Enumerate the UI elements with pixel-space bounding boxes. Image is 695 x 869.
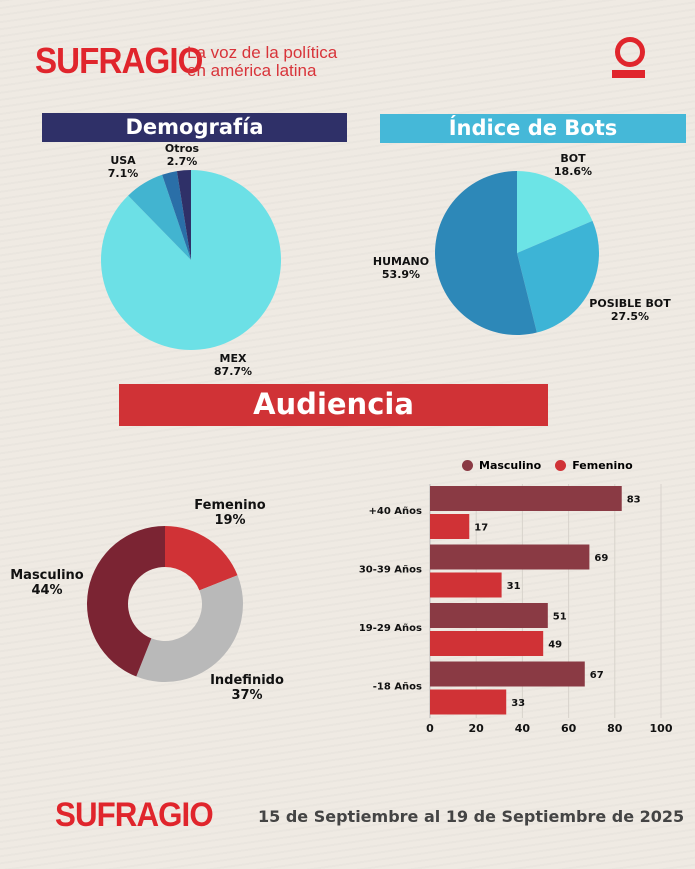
slice-masculino (86, 526, 165, 677)
bar-legend: Masculino Femenino (462, 459, 633, 472)
y-category-label: 30-39 Años (359, 565, 422, 576)
date-range: 15 de Septiembre al 19 de Septiembre de … (258, 807, 685, 826)
x-tick-label: 0 (426, 722, 434, 735)
bar-value-label: 17 (474, 523, 488, 534)
slice-otros (162, 171, 191, 260)
x-tick-label: 80 (607, 722, 623, 735)
audiencia-donut (86, 526, 244, 683)
slice-femenino (165, 526, 238, 591)
bots-banner: Índice de Bots (380, 114, 686, 143)
legend-femenino: Femenino (555, 459, 633, 472)
age-bar-chart: 0 20 40 60 80 100 +40 Años 83 17 30-39 Años 69 31 19… (359, 484, 673, 735)
label-humano: HUMANO 53.9% (372, 255, 430, 281)
y-category-label: +40 Años (369, 506, 423, 517)
y-category-label: -18 Años (373, 682, 422, 693)
bar-femenino (430, 631, 544, 656)
tagline-line-2: en américa latina (187, 61, 317, 80)
bar-value-label: 51 (553, 612, 567, 623)
slice-humano (434, 171, 537, 336)
demografia-pie (100, 170, 281, 350)
slice-bot (517, 171, 593, 253)
legend-swatch (462, 460, 473, 471)
demografia-banner: Demografía (42, 113, 347, 142)
legend-swatch (555, 460, 567, 471)
sufragio-mark-icon (612, 37, 645, 79)
label-bot: BOT 18.6% (553, 152, 593, 178)
bar-masculino (430, 486, 622, 511)
label-usa: USA 7.1% (107, 154, 139, 180)
x-tick-label: 20 (469, 722, 485, 735)
slice-indefinido (136, 575, 244, 683)
label-mex: MEX 87.7% (213, 352, 253, 378)
bar-masculino (430, 661, 585, 687)
x-tick-label: 100 (650, 722, 673, 735)
label-femenino: Femenino 19% (194, 498, 266, 528)
x-tick-label: 40 (515, 722, 531, 735)
tagline: La voz de la política en américa latina (187, 44, 337, 80)
label-masculino: Masculino 44% (10, 568, 84, 598)
slice-posible-bot (517, 220, 599, 333)
sufragio-logo: SUFRAGIO (35, 40, 203, 81)
bar-value-label: 33 (511, 698, 525, 709)
bar-value-label: 69 (594, 553, 608, 564)
slice-usa (128, 174, 191, 260)
bar-masculino (430, 603, 548, 628)
bar-value-label: 83 (627, 495, 641, 506)
bar-value-label: 67 (590, 670, 604, 681)
label-otros: Otros 2.7% (164, 142, 200, 168)
y-category-label: 19-29 Años (359, 623, 422, 634)
audiencia-banner: Audiencia (119, 384, 548, 426)
bar-value-label: 49 (548, 640, 562, 651)
bar-femenino (430, 514, 470, 539)
label-posible-bot: POSIBLE BOT 27.5% (589, 297, 671, 323)
bar-femenino (430, 572, 502, 598)
bar-value-label: 31 (507, 581, 521, 592)
tagline-line-1: La voz de la política (187, 43, 338, 62)
bar-femenino (430, 689, 507, 715)
bots-pie (434, 171, 599, 336)
slice-other (176, 170, 191, 260)
legend-masculino: Masculino (462, 459, 541, 472)
x-tick-label: 60 (561, 722, 577, 735)
bar-masculino (430, 544, 590, 570)
label-indefinido: Indefinido 37% (210, 673, 284, 703)
footer-logo: SUFRAGIO (55, 796, 214, 834)
